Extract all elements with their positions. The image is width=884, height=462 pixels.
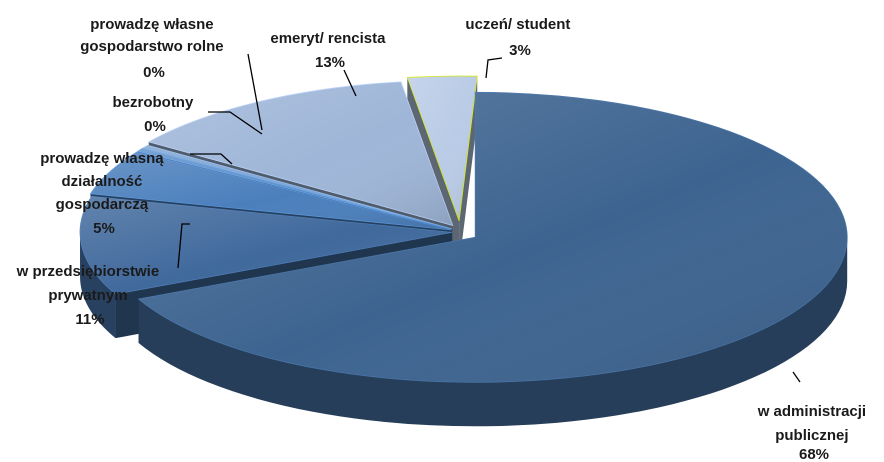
pie-slice-sheen-private xyxy=(80,196,453,295)
leader-line-business xyxy=(190,153,233,165)
leader-line-retired xyxy=(343,69,357,97)
pie-slice-sheen-business xyxy=(90,152,451,230)
label-admin: w administracji publicznej 68% xyxy=(757,403,871,462)
label-private: w przedsiębiorstwie prywatnym 11% xyxy=(16,263,164,328)
leader-line-unemployed xyxy=(208,111,263,135)
pie-slice-side-admin xyxy=(138,237,848,427)
pie-slice-sheen-unemployed xyxy=(137,148,452,229)
label-business: prowadzę własną działalność gospodarczą … xyxy=(40,150,168,237)
pie-slice-sheen-retired xyxy=(148,81,453,226)
leader-line-private xyxy=(177,223,190,269)
label-student: uczeń/ student 3% xyxy=(465,16,574,59)
pie-slice-sheen-farm xyxy=(142,145,452,229)
leader-line-student xyxy=(485,57,503,79)
pie-slice-sheen-student xyxy=(407,76,478,222)
label-retired: emeryt/ rencista 13% xyxy=(270,30,389,71)
label-farm: prowadzę własne gospodarstwo rolne 0% xyxy=(80,16,228,81)
leader-line-farm xyxy=(247,53,263,131)
pie-slice-admin xyxy=(137,91,848,427)
pie-slice-wall-student-end xyxy=(459,76,478,266)
pie-slice-sheen-admin xyxy=(138,92,848,383)
pie-slice-side-private xyxy=(80,232,116,339)
leader-line-admin xyxy=(792,371,801,383)
label-unemployed: bezrobotny 0% xyxy=(112,94,197,135)
